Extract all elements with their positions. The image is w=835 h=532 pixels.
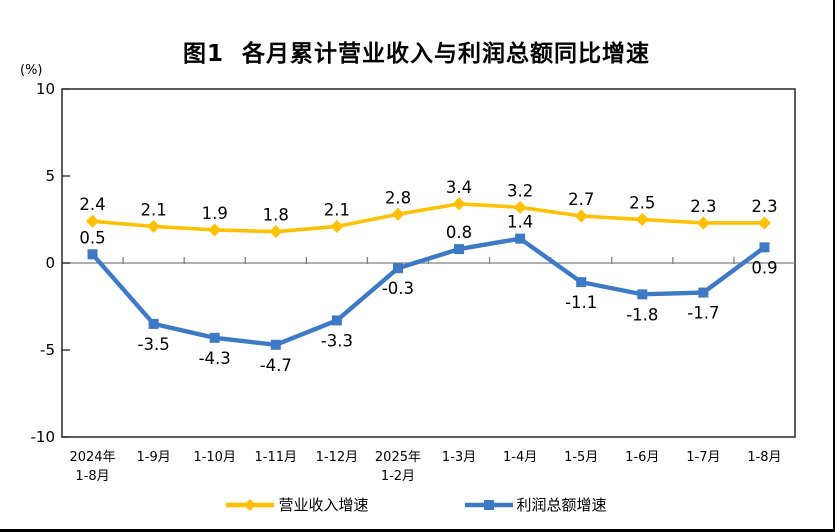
y-axis-tick-label: -5 bbox=[40, 341, 55, 359]
profit-series-swatch bbox=[464, 499, 513, 510]
data-point-label: 0.9 bbox=[751, 258, 777, 277]
data-point-label: -0.3 bbox=[382, 279, 414, 298]
series-line-0 bbox=[90, 202, 767, 234]
data-point-marker bbox=[392, 263, 403, 274]
x-category-label: 1-11月 bbox=[255, 450, 298, 465]
data-point-label: -1.1 bbox=[565, 293, 597, 312]
data-point-marker bbox=[209, 332, 220, 343]
data-point-label: 2.3 bbox=[751, 197, 777, 216]
legend-item-profit: 利润总额增速 bbox=[464, 494, 607, 515]
data-point-marker bbox=[759, 242, 770, 253]
x-category-label: 1-9月 bbox=[137, 450, 171, 465]
x-category-label: 2025年 bbox=[375, 450, 421, 465]
data-point-marker bbox=[452, 197, 466, 211]
y-axis-tick-label: -10 bbox=[31, 428, 56, 446]
y-axis-tick-label: 5 bbox=[45, 167, 55, 185]
x-category-label: 1-7月 bbox=[686, 450, 720, 465]
y-axis-tick-label: 0 bbox=[45, 254, 55, 272]
data-point-label: 3.2 bbox=[507, 181, 533, 200]
y-axis-tick-label: 10 bbox=[36, 80, 55, 98]
data-point-label: 3.4 bbox=[446, 178, 472, 197]
data-point-label: -3.5 bbox=[138, 335, 170, 354]
data-point-label: 0.8 bbox=[446, 223, 472, 242]
data-point-label: 2.4 bbox=[79, 195, 105, 214]
legend-label-profit: 利润总额增速 bbox=[516, 496, 607, 514]
data-point-marker bbox=[637, 289, 648, 300]
data-point-label: -1.8 bbox=[626, 305, 658, 324]
data-point-label: -1.7 bbox=[687, 304, 719, 323]
legend-label-revenue: 营业收入增速 bbox=[278, 496, 369, 514]
x-category-label: 1-10月 bbox=[193, 450, 236, 465]
data-point-marker bbox=[269, 225, 283, 239]
data-point-label: 2.7 bbox=[568, 190, 594, 209]
chart-legend: 营业收入增速 利润总额增速 bbox=[0, 494, 833, 515]
data-point-label: 2.1 bbox=[141, 200, 167, 219]
data-point-marker bbox=[696, 216, 710, 230]
data-point-marker bbox=[757, 216, 771, 230]
data-point-marker bbox=[635, 213, 649, 226]
data-point-marker bbox=[208, 223, 222, 237]
data-point-label: 1.9 bbox=[202, 204, 228, 223]
x-category-label: 1-2月 bbox=[381, 469, 415, 484]
data-point-marker bbox=[148, 318, 159, 329]
x-category-label: 1-5月 bbox=[564, 450, 598, 465]
data-point-label: 1.4 bbox=[507, 213, 533, 232]
legend-diamond-marker bbox=[244, 498, 257, 511]
x-category-label: 1-3月 bbox=[442, 450, 476, 465]
data-point-label: 2.1 bbox=[324, 200, 350, 219]
data-point-label: 2.8 bbox=[385, 188, 411, 207]
data-point-marker bbox=[513, 200, 527, 214]
data-point-marker bbox=[391, 207, 405, 221]
chart-title: 图1 各月累计营业收入与利润总额同比增速 bbox=[182, 41, 651, 67]
data-point-label: -4.3 bbox=[199, 349, 231, 368]
y-axis-unit-label: (%) bbox=[20, 63, 43, 78]
data-point-marker bbox=[147, 219, 161, 233]
data-point-label: 2.3 bbox=[690, 197, 716, 216]
x-category-label: 1-4月 bbox=[503, 450, 537, 465]
x-category-label: 1-12月 bbox=[316, 450, 359, 465]
data-point-label: 1.8 bbox=[263, 206, 289, 225]
data-point-marker bbox=[574, 209, 588, 223]
x-category-label: 2024年 bbox=[69, 450, 115, 465]
data-point-marker bbox=[330, 219, 344, 233]
data-point-marker bbox=[270, 339, 281, 350]
revenue-series-swatch bbox=[226, 498, 275, 511]
data-point-label: -4.7 bbox=[260, 356, 292, 375]
x-category-label: 1-8月 bbox=[75, 469, 109, 484]
data-point-label: 0.5 bbox=[79, 228, 105, 247]
data-point-label: -3.3 bbox=[321, 331, 353, 350]
series-line-1 bbox=[90, 236, 767, 347]
legend-square-marker bbox=[483, 499, 494, 510]
data-point-marker bbox=[515, 233, 526, 244]
x-category-label: 1-6月 bbox=[625, 450, 659, 465]
data-point-marker bbox=[86, 214, 100, 228]
data-point-marker bbox=[87, 249, 98, 260]
data-point-marker bbox=[698, 287, 709, 298]
data-point-marker bbox=[331, 315, 342, 326]
data-point-label: 2.5 bbox=[629, 194, 655, 213]
data-point-marker bbox=[454, 244, 465, 255]
data-point-marker bbox=[576, 277, 587, 288]
legend-item-revenue: 营业收入增速 bbox=[226, 494, 369, 515]
x-category-label: 1-8月 bbox=[747, 450, 781, 465]
